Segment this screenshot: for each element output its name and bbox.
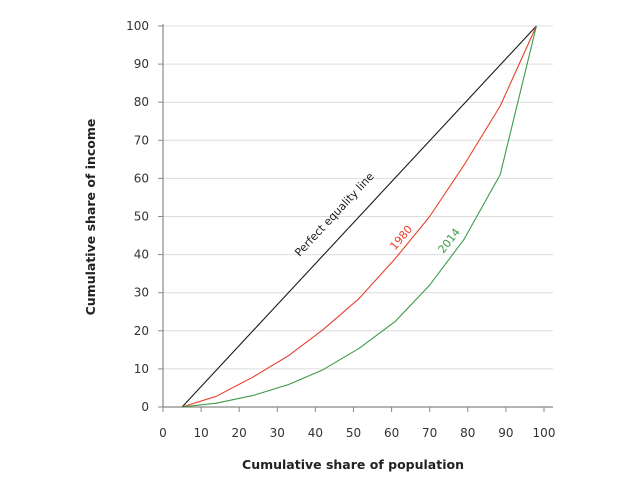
x-tick-label-100: 100	[533, 426, 556, 440]
y-tick-label-100: 100	[126, 19, 149, 33]
x-tick-label-30: 30	[270, 426, 285, 440]
x-tick-label-50: 50	[346, 426, 361, 440]
x-axis-label: Cumulative share of population	[242, 457, 464, 472]
y-tick-label-70: 70	[134, 133, 149, 147]
series-label-equality: Perfect equality line	[292, 170, 377, 259]
axes	[158, 24, 553, 412]
series-label-1980: 1980	[387, 223, 415, 253]
tick-labels: 0 10 20 30 40 50 60 70 80 90 100 0 10 20 30 40 50 60 70 80 9…	[126, 19, 555, 440]
x-tick-label-0: 0	[159, 426, 167, 440]
x-tick-label-10: 10	[193, 426, 208, 440]
x-tick-label-90: 90	[498, 426, 513, 440]
y-tick-label-30: 30	[134, 286, 149, 300]
x-tick-label-40: 40	[308, 426, 323, 440]
y-tick-label-20: 20	[134, 324, 149, 338]
y-tick-label-40: 40	[134, 248, 149, 262]
x-tick-label-70: 70	[422, 426, 437, 440]
x-tick-label-80: 80	[460, 426, 475, 440]
series-line-2014	[182, 25, 537, 408]
y-tick-label-60: 60	[134, 171, 149, 185]
y-axis-label: Cumulative share of income	[83, 119, 98, 316]
series-line-perfect-equality-line	[181, 25, 537, 408]
series-label-2014: 2014	[436, 226, 463, 256]
x-tick-label-60: 60	[384, 426, 399, 440]
series-line-1980	[181, 25, 537, 408]
y-tick-label-50: 50	[134, 210, 149, 224]
y-tick-label-10: 10	[134, 362, 149, 376]
y-tick-label-0: 0	[141, 400, 149, 414]
y-tick-label-90: 90	[134, 57, 149, 71]
x-tick-label-20: 20	[232, 426, 247, 440]
series-lines	[181, 25, 537, 408]
y-tick-label-80: 80	[134, 95, 149, 109]
gridlines	[163, 25, 553, 370]
